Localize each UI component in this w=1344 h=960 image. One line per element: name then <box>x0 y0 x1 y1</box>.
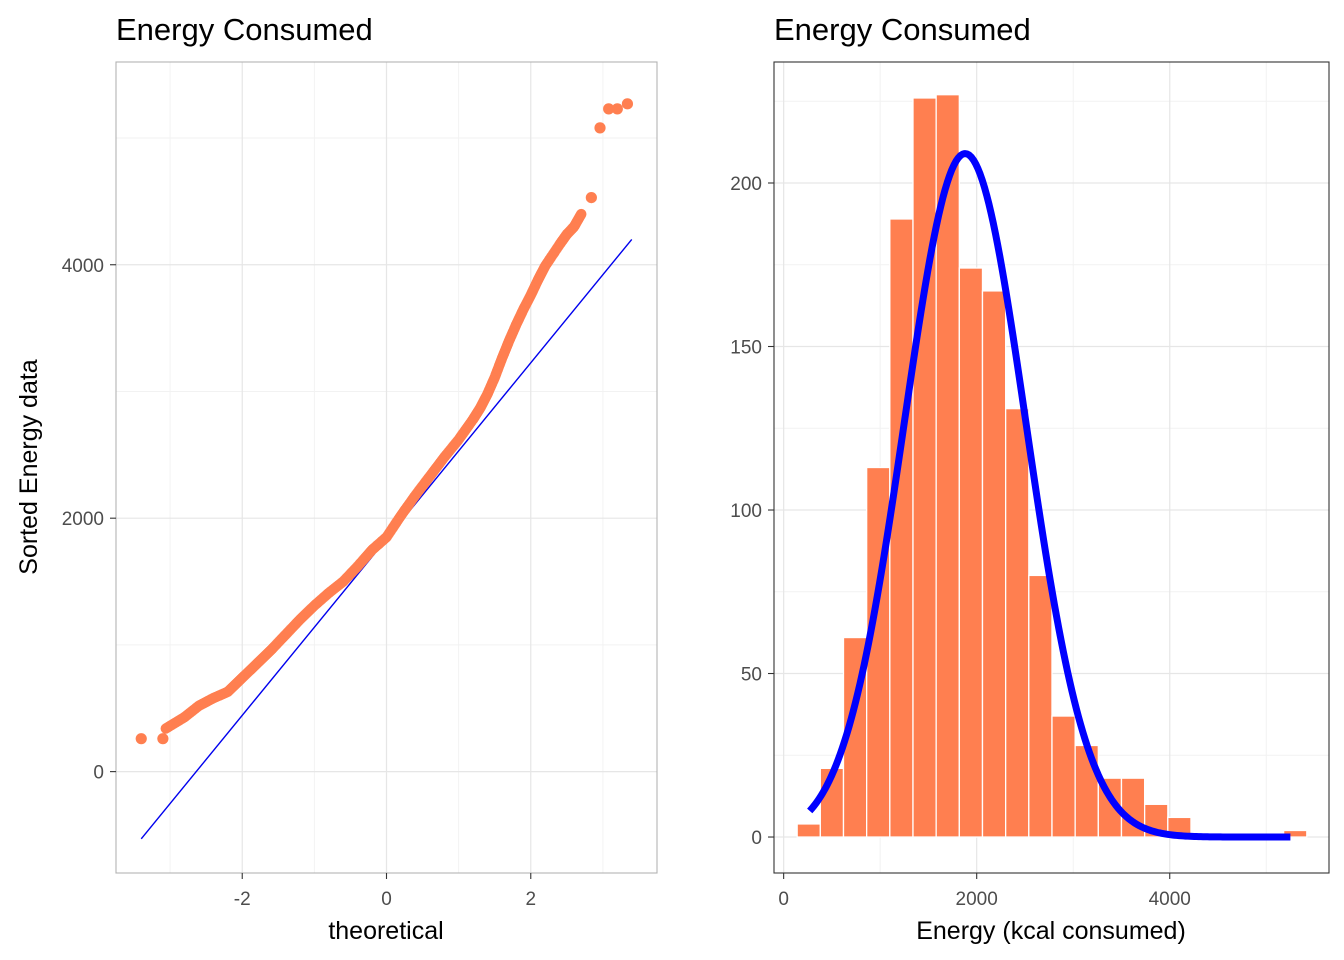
qq-point <box>594 122 606 134</box>
qq-ticks: -2 0 2 0 2000 4000 <box>62 256 536 910</box>
hist-x-tick-label: 0 <box>778 889 789 910</box>
hist-y-tick-label: 0 <box>751 828 762 849</box>
hist-bar <box>1028 574 1053 838</box>
hist-bar <box>1051 715 1076 838</box>
hist-bar <box>981 290 1007 838</box>
qq-y-tick-label: 2000 <box>62 509 104 530</box>
hist-bars <box>796 94 1308 838</box>
qq-x-tick-label: -2 <box>234 889 251 910</box>
qq-y-tick-label: 0 <box>93 763 104 784</box>
qq-point <box>585 191 597 204</box>
hist-ticks: 0 2000 4000 0 50 100 150 200 <box>730 174 1191 910</box>
qq-grid <box>116 62 657 873</box>
hist-y-tick-label: 150 <box>730 338 762 359</box>
hist-x-tick-label: 2000 <box>956 889 998 910</box>
hist-bar <box>958 267 984 838</box>
qq-y-tick-label: 4000 <box>62 256 104 277</box>
hist-title: Energy Consumed <box>774 12 1031 47</box>
histogram: Energy Consumed 0 2000 4000 0 50 100 150 200 En… <box>730 12 1330 945</box>
hist-bar <box>1005 407 1030 838</box>
hist-bar <box>889 218 914 838</box>
density-curve <box>807 150 1292 841</box>
qq-x-axis-label: theoretical <box>328 917 443 945</box>
hist-bar <box>912 97 937 838</box>
qq-y-axis-label: Sorted Energy data <box>15 359 43 575</box>
qq-x-tick-label: 2 <box>525 889 536 910</box>
qq-title: Energy Consumed <box>116 12 373 47</box>
hist-y-tick-label: 50 <box>741 665 762 686</box>
qq-point <box>135 733 147 745</box>
hist-panel-border <box>773 61 1330 874</box>
qq-point <box>157 733 169 745</box>
hist-bar <box>796 823 821 838</box>
qq-x-tick-label: 0 <box>381 889 392 910</box>
hist-x-axis-label: Energy (kcal consumed) <box>916 917 1186 945</box>
hist-x-tick-label: 4000 <box>1149 889 1191 910</box>
hist-y-tick-label: 200 <box>730 174 762 195</box>
qq-point <box>621 98 634 110</box>
qq-point <box>603 103 615 115</box>
qq-point <box>611 103 623 115</box>
qq-points <box>135 98 634 745</box>
qq-point <box>576 208 587 220</box>
qq-plot: Energy Consumed -2 0 2 0 2000 4000 theoretica… <box>15 12 658 945</box>
hist-y-tick-label: 100 <box>730 501 762 522</box>
